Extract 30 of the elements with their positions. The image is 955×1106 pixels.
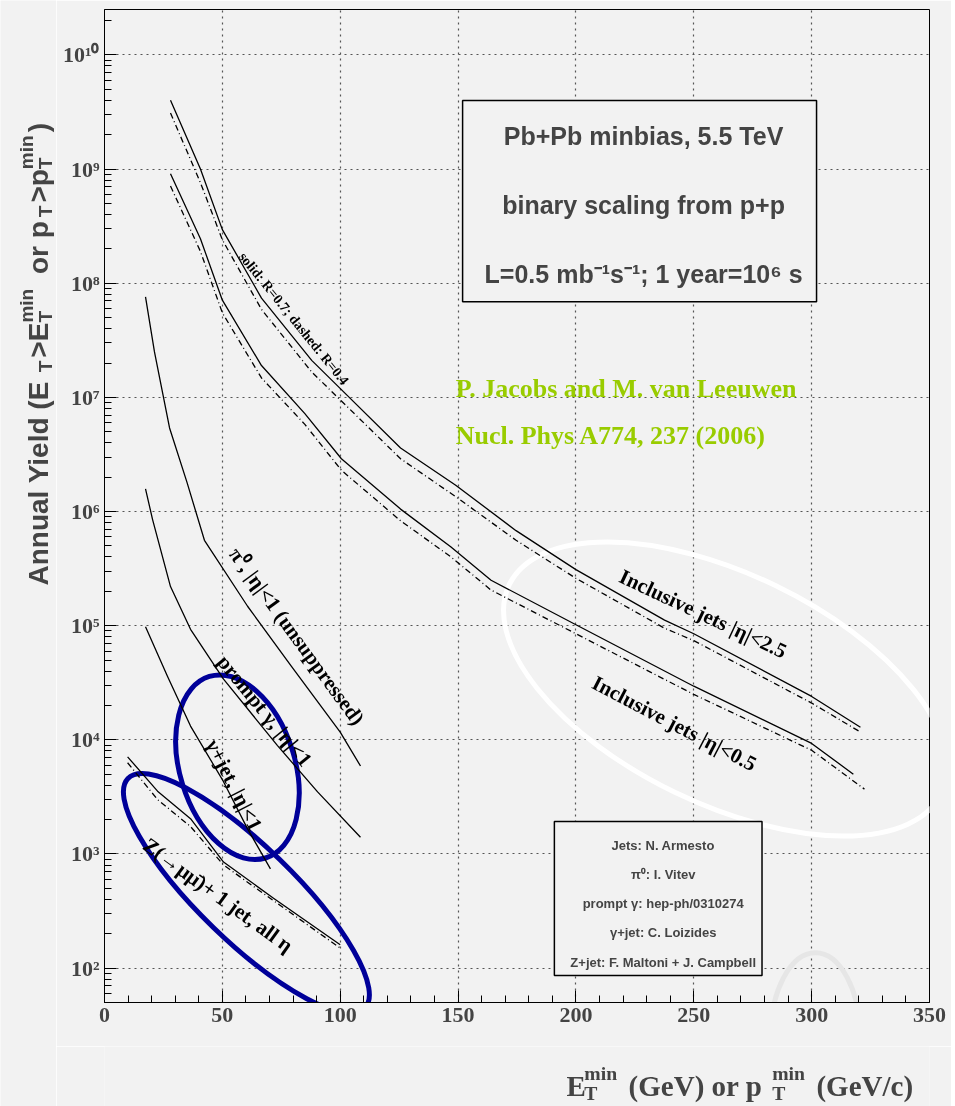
annotation: prompt γ: hep-ph/0310274	[582, 896, 745, 911]
x-tick-label: 200	[559, 1001, 593, 1027]
y-tick-label: 10³	[70, 841, 100, 867]
y-tick-label: 10⁵	[70, 613, 100, 639]
x-tick-label: 250	[677, 1001, 711, 1027]
annotation: Jets: N. Armesto	[611, 837, 715, 853]
x-tick-label: 50	[211, 1001, 234, 1027]
y-tick-label: 10⁶	[70, 499, 100, 525]
y-tick-label: 10⁹	[70, 156, 100, 182]
annotation: binary scaling from p+p	[502, 191, 785, 220]
annotation: Pb+Pb minbias, 5.5 TeV	[503, 122, 784, 151]
y-tick-label: 10²	[70, 955, 100, 981]
annotation: Nucl. Phys A774, 237 (2006)	[455, 420, 765, 450]
annotation: π⁰: I. Vitev	[630, 866, 697, 882]
x-tick-label: 100	[323, 1001, 357, 1027]
x-tick-label: 300	[795, 1001, 829, 1027]
text: γ+jet, |η|<1	[200, 734, 268, 835]
annotation: L=0.5 mb⁻¹s⁻¹; 1 year=10⁶ s	[484, 259, 803, 288]
y-tick-label: 10⁷	[70, 384, 100, 410]
x-tick-label: 350	[913, 1001, 946, 1027]
line-series	[144, 488, 362, 838]
text: Annual Yield (ET>ETmin or pT>pTmin)	[16, 122, 56, 586]
y-tick-label: 10¹⁰	[62, 42, 100, 68]
y-tick-label: 10⁴	[70, 727, 100, 753]
annotation: Z+jet: F. Maltoni + J. Campbell	[570, 954, 757, 970]
annotation: γ+jet: C. Loizides	[609, 925, 717, 941]
x-tick-label: 150	[441, 1001, 475, 1027]
annotation: P. Jacobs and M. van Leeuwen	[455, 373, 797, 403]
y-tick-label: 10⁸	[70, 270, 100, 296]
x-tick-label: 0	[99, 1001, 110, 1027]
